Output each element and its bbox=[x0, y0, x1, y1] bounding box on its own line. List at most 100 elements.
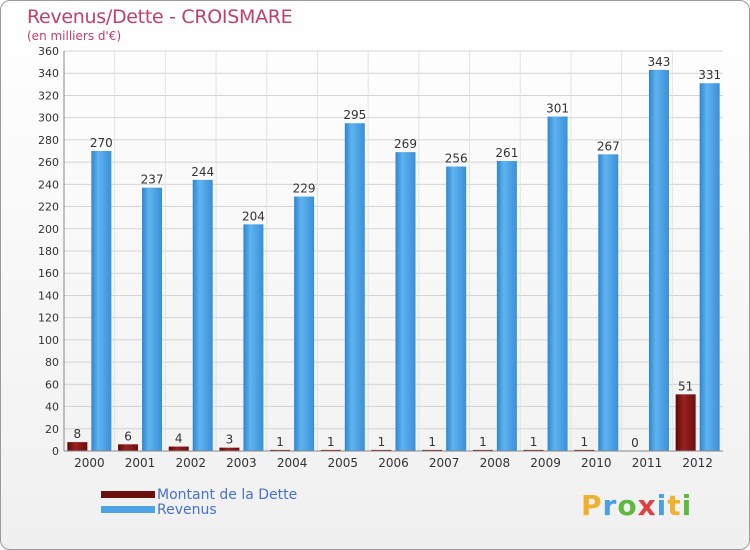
logo-letter: i bbox=[681, 489, 693, 522]
logo-letter: r bbox=[602, 489, 618, 522]
data-label-dette-2000: 8 bbox=[74, 427, 82, 441]
bar-revenus-2008 bbox=[496, 161, 517, 451]
data-label-revenus-2003: 204 bbox=[242, 209, 265, 223]
data-label-dette-2001: 6 bbox=[124, 429, 132, 443]
data-label-dette-2007: 1 bbox=[428, 435, 436, 449]
data-label-dette-2003: 3 bbox=[226, 433, 234, 447]
y-tick-label: 240 bbox=[38, 178, 59, 191]
y-tick-label: 340 bbox=[38, 67, 59, 80]
legend-label-dette: Montant de la Dette bbox=[157, 486, 298, 503]
y-tick-label: 140 bbox=[38, 289, 59, 302]
y-tick-label: 100 bbox=[38, 334, 59, 347]
bar-revenus-2000 bbox=[91, 151, 112, 451]
bar-dette-2008 bbox=[472, 449, 493, 451]
legend-item-dette: Montant de la Dette bbox=[101, 486, 298, 503]
y-tick-label: 260 bbox=[38, 156, 59, 169]
data-label-revenus-2010: 267 bbox=[597, 139, 620, 153]
legend: Montant de la Dette Revenus bbox=[101, 486, 298, 518]
data-label-revenus-2005: 295 bbox=[343, 108, 366, 122]
data-label-dette-2004: 1 bbox=[276, 435, 284, 449]
y-tick-label: 60 bbox=[45, 378, 59, 391]
bar-dette-2003 bbox=[219, 447, 240, 451]
x-tick-label-2007: 2007 bbox=[429, 456, 460, 470]
y-tick-label: 0 bbox=[52, 445, 59, 458]
data-label-dette-2009: 1 bbox=[530, 435, 538, 449]
legend-swatch-dette bbox=[101, 491, 155, 498]
legend-swatch-revenus bbox=[101, 506, 155, 513]
legend-label-revenus: Revenus bbox=[157, 501, 217, 518]
y-tick-label: 220 bbox=[38, 201, 59, 214]
bar-dette-2010 bbox=[574, 449, 595, 451]
bar-revenus-2001 bbox=[142, 187, 163, 451]
y-tick-label: 80 bbox=[45, 356, 59, 369]
bar-revenus-2010 bbox=[598, 154, 619, 452]
y-tick-label: 180 bbox=[38, 245, 59, 258]
bar-dette-2004 bbox=[270, 449, 291, 451]
y-tick-label: 200 bbox=[38, 223, 59, 236]
bar-revenus-2011 bbox=[648, 69, 669, 451]
x-tick-label-2001: 2001 bbox=[125, 456, 156, 470]
data-label-revenus-2001: 237 bbox=[141, 173, 164, 187]
y-tick-label: 20 bbox=[45, 423, 59, 436]
logo-letter: t bbox=[667, 489, 682, 522]
bar-revenus-2002 bbox=[192, 179, 213, 451]
bar-dette-2002 bbox=[168, 446, 189, 451]
data-label-revenus-2007: 256 bbox=[445, 152, 468, 166]
data-label-dette-2011: 0 bbox=[631, 436, 639, 450]
logo-letter: i bbox=[656, 489, 668, 522]
chart-title: Revenus/Dette - CROISMARE bbox=[27, 6, 293, 28]
logo-letter: o bbox=[617, 489, 638, 522]
x-tick-label-2010: 2010 bbox=[581, 456, 612, 470]
logo-letter: P bbox=[581, 489, 603, 522]
data-label-dette-2006: 1 bbox=[378, 435, 386, 449]
x-tick-label-2006: 2006 bbox=[378, 456, 409, 470]
y-tick-label: 120 bbox=[38, 312, 59, 325]
y-tick-label: 320 bbox=[38, 89, 59, 102]
bar-dette-2012 bbox=[675, 394, 696, 451]
proxiti-logo: Proxiti bbox=[581, 489, 692, 522]
data-label-dette-2002: 4 bbox=[175, 432, 183, 446]
x-tick-label-2011: 2011 bbox=[632, 456, 663, 470]
bar-revenus-2003 bbox=[243, 224, 264, 451]
bar-revenus-2005 bbox=[344, 123, 365, 451]
x-tick-label-2005: 2005 bbox=[328, 456, 359, 470]
data-label-revenus-2008: 261 bbox=[495, 146, 518, 160]
data-label-revenus-2011: 343 bbox=[648, 55, 671, 69]
logo-letter: x bbox=[637, 489, 657, 522]
bar-revenus-2009 bbox=[547, 116, 568, 452]
data-label-dette-2010: 1 bbox=[580, 435, 588, 449]
bar-revenus-2012 bbox=[699, 83, 720, 451]
bar-dette-2007 bbox=[422, 449, 443, 451]
data-label-revenus-2000: 270 bbox=[90, 136, 113, 150]
x-tick-label-2002: 2002 bbox=[175, 456, 206, 470]
bar-dette-2001 bbox=[118, 444, 139, 451]
bar-dette-2005 bbox=[320, 449, 341, 451]
x-tick-label-2009: 2009 bbox=[530, 456, 561, 470]
data-label-dette-2008: 1 bbox=[479, 435, 487, 449]
x-tick-label-2004: 2004 bbox=[277, 456, 308, 470]
bar-dette-2000 bbox=[67, 442, 88, 451]
bar-dette-2009 bbox=[523, 449, 544, 451]
data-label-revenus-2006: 269 bbox=[394, 137, 417, 151]
bar-dette-2006 bbox=[371, 449, 392, 451]
y-tick-label: 160 bbox=[38, 267, 59, 280]
x-tick-label-2000: 2000 bbox=[74, 456, 105, 470]
legend-item-revenus: Revenus bbox=[101, 501, 297, 518]
x-tick-label-2008: 2008 bbox=[480, 456, 511, 470]
data-label-revenus-2004: 229 bbox=[293, 182, 316, 196]
y-tick-label: 360 bbox=[38, 45, 59, 58]
bar-revenus-2006 bbox=[395, 152, 416, 451]
data-label-dette-2012: 51 bbox=[678, 379, 693, 393]
data-label-revenus-2002: 244 bbox=[191, 165, 214, 179]
x-tick-label-2003: 2003 bbox=[226, 456, 257, 470]
y-tick-label: 280 bbox=[38, 134, 59, 147]
bar-revenus-2004 bbox=[294, 196, 315, 451]
data-label-revenus-2009: 301 bbox=[546, 102, 569, 116]
chart-subtitle: (en milliers d'€) bbox=[27, 29, 122, 43]
data-label-dette-2005: 1 bbox=[327, 435, 335, 449]
y-tick-label: 300 bbox=[38, 112, 59, 125]
y-tick-label: 40 bbox=[45, 401, 59, 414]
bar-revenus-2007 bbox=[446, 166, 467, 452]
